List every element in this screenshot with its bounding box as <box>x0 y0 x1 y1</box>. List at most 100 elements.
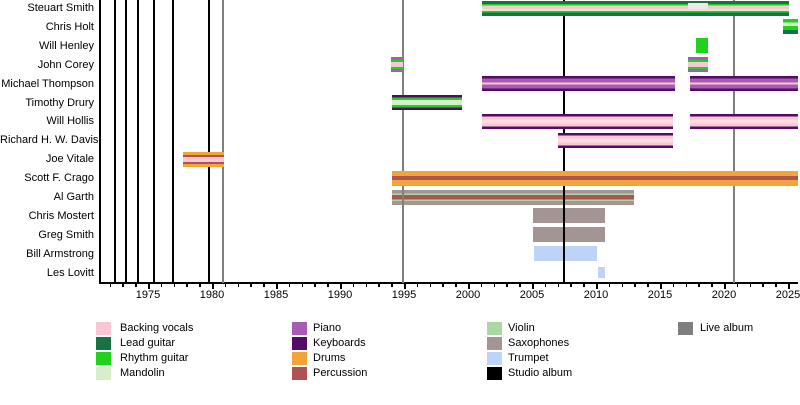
legend-label: Backing vocals <box>120 322 194 334</box>
legend-swatch-saxophones <box>487 337 502 350</box>
axis-major-tick <box>276 283 278 289</box>
member-label: John Corey <box>37 58 94 71</box>
axis-minor-tick <box>493 283 496 287</box>
axis-year-label: 2005 <box>519 289 545 301</box>
legend-label: Live album <box>700 322 754 334</box>
axis-minor-tick <box>583 283 585 287</box>
legend-swatch-backing_vocals <box>96 322 111 335</box>
axis-minor-tick <box>506 283 508 287</box>
legend-label: Drums <box>313 352 346 364</box>
axis-year-label: 2020 <box>711 289 737 301</box>
legend-swatch-drums <box>292 352 307 365</box>
timeline-bar <box>597 267 605 279</box>
x-axis-line <box>99 282 798 284</box>
axis-minor-tick <box>736 283 739 287</box>
axis-minor-tick <box>711 283 713 287</box>
axis-minor-tick <box>391 283 393 287</box>
member-label: Chris Holt <box>45 20 94 33</box>
axis-minor-tick <box>570 283 572 287</box>
axis-minor-tick <box>519 283 521 287</box>
axis-year-label: 1975 <box>135 289 161 301</box>
axis-minor-tick <box>775 283 777 287</box>
axis-minor-tick <box>109 283 112 287</box>
member-label: Al Garth <box>53 191 94 203</box>
timeline-bar <box>695 38 708 54</box>
timeline-bar <box>482 0 790 16</box>
axis-major-tick <box>468 283 470 289</box>
axis-minor-tick <box>301 283 304 287</box>
timeline-bar <box>392 170 799 186</box>
studio-album-line <box>152 0 155 283</box>
legend-swatch-live_album <box>678 322 693 335</box>
axis-minor-tick <box>480 283 483 287</box>
axis-minor-tick <box>416 283 419 287</box>
axis-minor-tick <box>621 283 624 287</box>
axis-minor-tick <box>224 283 227 287</box>
timeline-bar <box>482 76 676 92</box>
axis-major-tick <box>724 283 726 289</box>
timeline-bar <box>533 246 598 262</box>
timeline-bar <box>690 76 799 92</box>
axis-major-tick <box>788 283 790 289</box>
axis-minor-tick <box>237 283 240 287</box>
member-label: Greg Smith <box>38 228 94 241</box>
timeline-bar <box>557 132 673 148</box>
member-label: Steuart Smith <box>27 2 94 14</box>
legend-label: Trumpet <box>508 352 549 364</box>
axis-major-tick <box>660 283 662 289</box>
axis-minor-tick <box>378 283 380 287</box>
legend-swatch-piano <box>292 322 307 335</box>
legend-label: Keyboards <box>313 337 366 349</box>
axis-minor-tick <box>647 283 649 287</box>
legend-label: Mandolin <box>120 367 165 379</box>
member-label: Will Hollis <box>46 115 94 128</box>
member-label: Les Lovitt <box>46 266 94 279</box>
member-label: Michael Thompson <box>1 77 94 90</box>
axis-year-label: 1985 <box>263 289 289 301</box>
legend-label: Lead guitar <box>120 337 176 349</box>
axis-major-tick <box>596 283 598 289</box>
legend-label: Percussion <box>313 367 368 379</box>
timeline-bar <box>183 151 225 167</box>
axis-major-tick <box>148 283 150 289</box>
axis-year-label: 2025 <box>775 289 800 301</box>
bar-segment-overlay <box>688 3 708 9</box>
timeline-bar <box>688 57 708 73</box>
axis-minor-tick <box>749 283 752 287</box>
axis-year-label: 1990 <box>327 289 353 301</box>
axis-minor-tick <box>199 283 201 287</box>
axis-major-tick <box>404 283 406 289</box>
legend-swatch-lead_guitar <box>96 337 111 350</box>
axis-year-label: 1995 <box>391 289 417 301</box>
studio-album-line <box>136 0 139 283</box>
legend-swatch-violin <box>487 322 502 335</box>
axis-minor-tick <box>544 283 547 287</box>
studio-album-line <box>171 0 174 283</box>
plot-left-border <box>99 0 101 283</box>
axis-minor-tick <box>365 283 368 287</box>
legend-swatch-rhythm_guitar <box>96 352 111 365</box>
axis-minor-tick <box>672 283 675 287</box>
legend-label: Rhythm guitar <box>120 352 189 364</box>
axis-minor-tick <box>352 283 355 287</box>
live-album-line <box>732 0 735 283</box>
studio-album-line <box>208 0 211 283</box>
axis-year-label: 2010 <box>583 289 609 301</box>
timeline-bar <box>392 95 462 110</box>
legend-swatch-trumpet <box>487 352 502 365</box>
legend-swatch-keyboards <box>292 337 307 350</box>
axis-minor-tick <box>263 283 265 287</box>
timeline-bar <box>391 57 403 73</box>
axis-minor-tick <box>327 283 329 287</box>
axis-minor-tick <box>288 283 291 287</box>
axis-year-label: 1980 <box>199 289 225 301</box>
member-label: Joe Vitale <box>45 153 94 166</box>
axis-minor-tick <box>608 283 611 287</box>
axis-major-tick <box>212 283 214 289</box>
timeline-bar <box>782 19 799 35</box>
axis-minor-tick <box>314 283 316 287</box>
